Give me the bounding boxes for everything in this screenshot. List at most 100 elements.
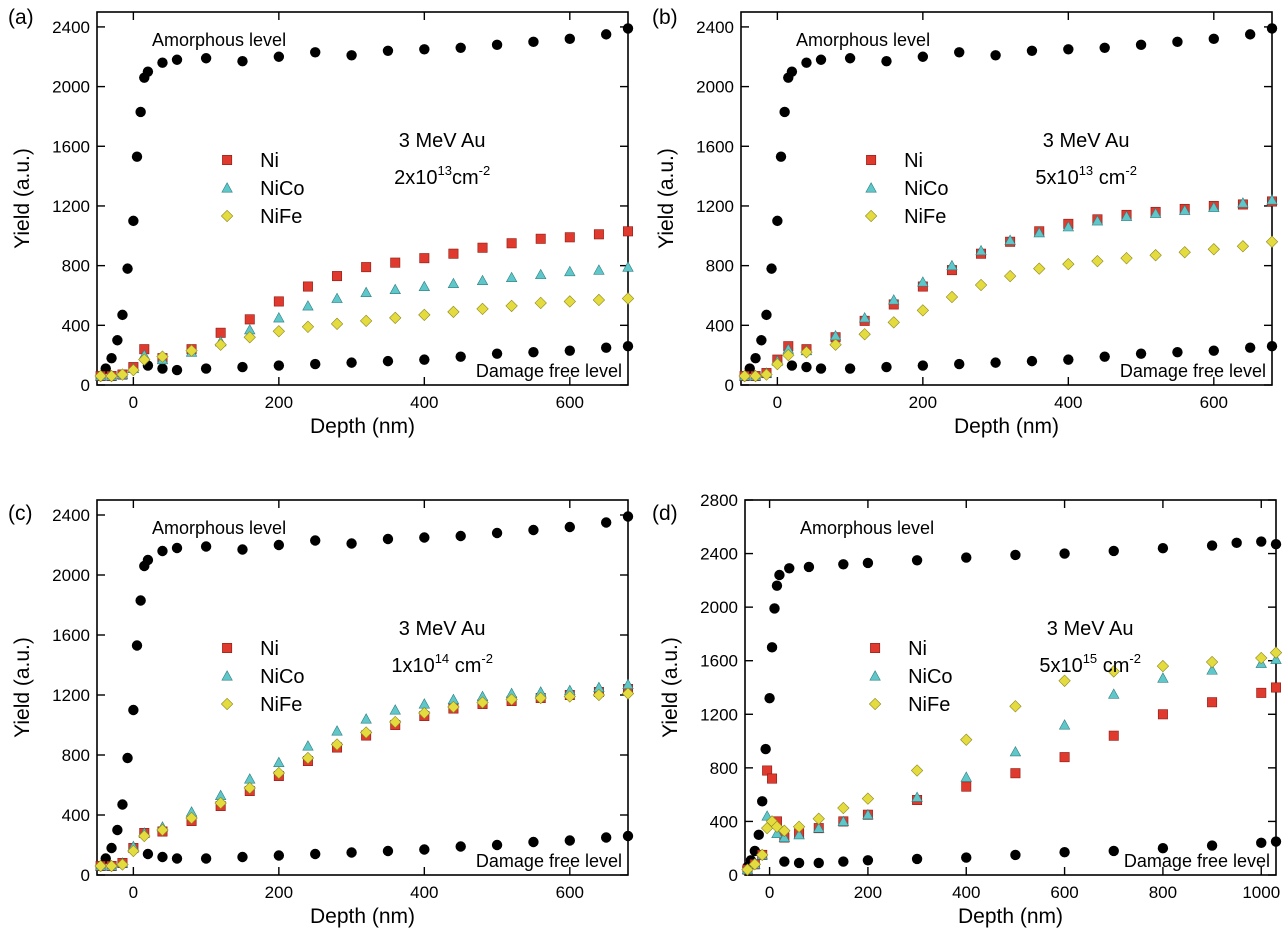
y-tick-label: 1200 [52, 686, 90, 705]
data-point [621, 687, 635, 700]
data-point [946, 259, 958, 271]
legend-marker [221, 182, 233, 193]
data-point [622, 678, 634, 689]
damage-free-level-label: Damage free level [476, 361, 622, 381]
y-axis-label: Yield (a.u.) [655, 148, 678, 249]
data-point [748, 858, 761, 871]
data-point [1237, 197, 1249, 208]
data-point [273, 756, 285, 767]
data-point [564, 345, 576, 356]
x-axis-label: Depth (nm) [310, 415, 415, 438]
data-point [389, 283, 401, 294]
data-point [301, 751, 315, 765]
data-point [528, 836, 539, 848]
damage-free-level-label: Damage free level [1124, 851, 1270, 871]
data-point [491, 39, 503, 51]
legend-label: NiCo [904, 178, 948, 200]
amorphous-level-label: Amorphous level [152, 30, 286, 50]
data-point [1108, 545, 1119, 557]
data-point [455, 530, 466, 542]
data-point [622, 261, 634, 272]
data-point [200, 853, 212, 864]
data-point [382, 355, 394, 367]
data-point [844, 363, 856, 374]
amorphous-level-label: Amorphous level [800, 518, 934, 538]
data-point [171, 542, 183, 554]
data-point [829, 338, 842, 351]
fluence-unit: cm [1097, 655, 1129, 677]
data-point [622, 23, 634, 34]
data-point [1003, 269, 1017, 283]
y-tick-label: 800 [710, 759, 738, 778]
data-point [1009, 700, 1022, 713]
x-tick-label: 400 [410, 883, 438, 902]
data-point [975, 244, 987, 256]
plot-frame [96, 11, 629, 386]
y-tick-label: 0 [81, 866, 90, 885]
fluence-base: 1x10 [391, 655, 434, 677]
data-point [881, 56, 892, 67]
damage-free-level-label: Damage free level [476, 851, 622, 871]
data-point [1156, 659, 1170, 673]
data-point [1231, 537, 1242, 549]
data-point [1270, 653, 1282, 664]
data-point [961, 781, 972, 792]
data-point [1208, 345, 1220, 356]
legend-label: NiCo [260, 178, 304, 200]
data-point [592, 688, 606, 702]
panel-label: (a) [8, 6, 34, 29]
data-point [1058, 674, 1071, 687]
chart-panel: (a) 0 200 400 600 0 400 800 1200 1600 2000 2400 Dept… [8, 6, 635, 438]
data-point [772, 215, 783, 227]
y-tick-label: 2000 [52, 78, 90, 97]
data-point [1149, 249, 1162, 262]
data-point [1009, 745, 1022, 757]
data-point [1157, 843, 1169, 854]
chart-panel: (d) 0 200 400 600 800 1000 0 400 800 1200 1600 2000 2… [652, 491, 1283, 928]
x-tick-label: 200 [265, 393, 293, 412]
legend-marker [222, 155, 233, 165]
data-point [1108, 845, 1119, 857]
data-point [331, 725, 343, 736]
data-point [954, 47, 965, 58]
data-point [961, 552, 972, 563]
plot-frame [740, 11, 1273, 386]
data-point [185, 811, 198, 825]
y-tick-label: 0 [725, 376, 734, 395]
data-point [273, 51, 285, 62]
fluence-unit: cm [452, 167, 479, 189]
data-point [1172, 346, 1183, 358]
data-point [1062, 258, 1075, 271]
y-tick-label: 2800 [700, 491, 738, 510]
series-nico [738, 194, 1278, 381]
data-point [990, 357, 1001, 368]
data-point [623, 226, 633, 237]
fluence-label: 5x1013 cm-2 [1035, 163, 1137, 189]
data-point [1059, 752, 1070, 763]
data-point [760, 368, 773, 381]
series-nife [94, 687, 635, 873]
data-point [138, 829, 151, 843]
legend-label: Ni [904, 150, 923, 172]
y-tick-label: 0 [81, 376, 90, 395]
data-point [1135, 348, 1147, 359]
data-point [128, 215, 139, 227]
data-point [94, 369, 107, 383]
data-point [1010, 768, 1021, 779]
data-point [360, 286, 372, 297]
data-point [858, 328, 871, 341]
data-point [506, 238, 517, 249]
y-tick-label: 400 [62, 316, 90, 335]
data-point [861, 792, 875, 805]
x-tick-label: 200 [854, 883, 882, 902]
y-tick-label: 1200 [52, 197, 90, 216]
data-point [302, 740, 314, 751]
legend-label: Ni [260, 638, 279, 660]
legend-label: NiFe [904, 206, 946, 228]
data-point [359, 726, 373, 739]
x-axis-label: Depth (nm) [310, 905, 415, 928]
data-point [862, 855, 874, 866]
data-point [1033, 262, 1046, 275]
data-point [330, 738, 344, 751]
